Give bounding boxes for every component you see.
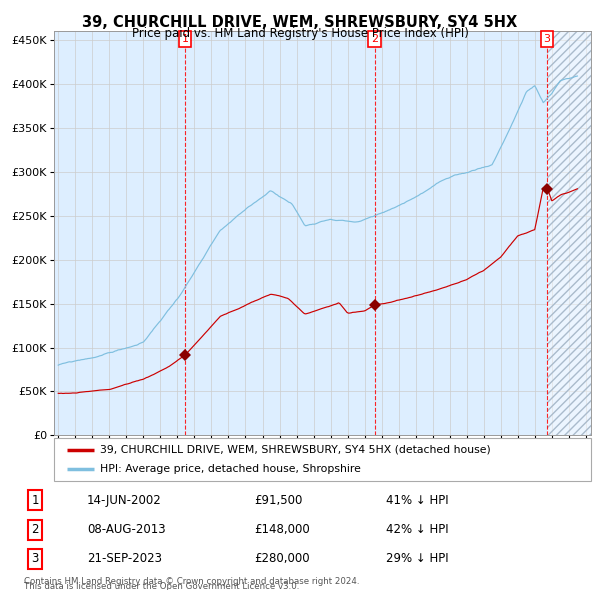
Text: £280,000: £280,000 (254, 552, 310, 565)
Text: 1: 1 (182, 34, 188, 44)
Text: Price paid vs. HM Land Registry's House Price Index (HPI): Price paid vs. HM Land Registry's House … (131, 27, 469, 40)
Text: 14-JUN-2002: 14-JUN-2002 (87, 494, 161, 507)
Text: 1: 1 (31, 494, 39, 507)
FancyBboxPatch shape (54, 438, 591, 481)
Text: 2: 2 (31, 523, 39, 536)
Text: 41% ↓ HPI: 41% ↓ HPI (386, 494, 449, 507)
Text: This data is licensed under the Open Government Licence v3.0.: This data is licensed under the Open Gov… (24, 582, 299, 590)
Text: HPI: Average price, detached house, Shropshire: HPI: Average price, detached house, Shro… (100, 464, 361, 474)
Text: 42% ↓ HPI: 42% ↓ HPI (386, 523, 449, 536)
Text: £148,000: £148,000 (254, 523, 310, 536)
Text: 3: 3 (544, 34, 551, 44)
Text: 39, CHURCHILL DRIVE, WEM, SHREWSBURY, SY4 5HX (detached house): 39, CHURCHILL DRIVE, WEM, SHREWSBURY, SY… (100, 445, 490, 455)
Text: 29% ↓ HPI: 29% ↓ HPI (386, 552, 449, 565)
Text: Contains HM Land Registry data © Crown copyright and database right 2024.: Contains HM Land Registry data © Crown c… (24, 577, 359, 586)
Text: 3: 3 (31, 552, 39, 565)
Text: 21-SEP-2023: 21-SEP-2023 (87, 552, 162, 565)
Text: £91,500: £91,500 (254, 494, 302, 507)
Text: 2: 2 (371, 34, 379, 44)
Bar (547, 31, 591, 435)
Text: 08-AUG-2013: 08-AUG-2013 (87, 523, 166, 536)
Text: 39, CHURCHILL DRIVE, WEM, SHREWSBURY, SY4 5HX: 39, CHURCHILL DRIVE, WEM, SHREWSBURY, SY… (82, 15, 518, 30)
Bar (547, 31, 591, 435)
